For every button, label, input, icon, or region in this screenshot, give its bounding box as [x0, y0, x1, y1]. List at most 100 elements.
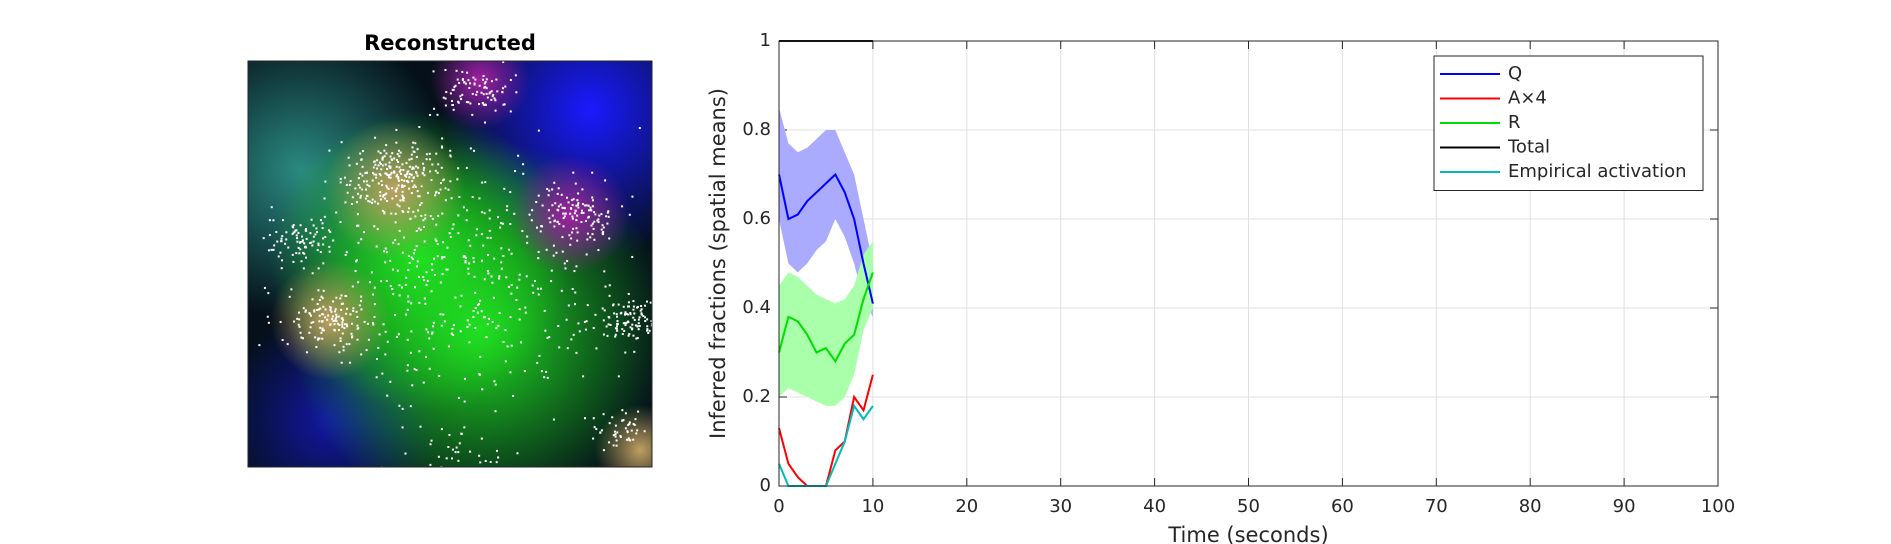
dot	[267, 321, 270, 324]
dot	[414, 186, 417, 189]
dot	[390, 212, 393, 215]
dot	[329, 323, 332, 326]
dot	[394, 221, 397, 224]
dot	[405, 173, 408, 176]
dot	[327, 229, 330, 232]
dot	[640, 313, 643, 316]
dot	[464, 261, 467, 264]
dot	[575, 219, 578, 222]
dot	[395, 175, 398, 178]
dot	[560, 193, 563, 196]
dot	[267, 249, 270, 252]
dot	[612, 434, 615, 437]
dot	[408, 165, 411, 168]
dot	[450, 332, 453, 335]
dot	[602, 231, 605, 234]
dot	[467, 239, 470, 242]
dot	[287, 246, 290, 249]
dot	[566, 260, 569, 263]
dot	[408, 187, 411, 190]
dot	[433, 273, 436, 276]
dot	[350, 332, 353, 335]
dot	[471, 113, 474, 116]
dot	[621, 333, 624, 336]
dot	[417, 195, 420, 198]
dot	[351, 285, 354, 288]
dot	[624, 322, 627, 325]
dot	[411, 258, 414, 261]
dot	[428, 367, 431, 370]
dot	[674, 310, 676, 312]
dot	[329, 306, 332, 309]
dot	[495, 78, 498, 81]
dot	[594, 313, 597, 316]
dot	[616, 431, 619, 434]
dot	[646, 329, 649, 332]
dot	[633, 312, 636, 315]
dot	[408, 207, 411, 210]
dot	[344, 253, 347, 256]
dot	[451, 457, 454, 460]
dot	[462, 255, 465, 258]
dot	[468, 341, 471, 344]
dot	[575, 204, 578, 207]
dot	[322, 289, 325, 292]
dot	[379, 198, 382, 201]
dot	[412, 186, 415, 189]
dot	[412, 176, 415, 179]
dot	[303, 242, 306, 245]
dot	[292, 226, 295, 229]
dot	[661, 323, 663, 325]
dot	[454, 296, 457, 299]
dot	[467, 79, 470, 82]
dot	[617, 303, 620, 306]
dot	[518, 273, 521, 276]
dot	[405, 276, 408, 279]
dot	[482, 78, 485, 81]
dot	[490, 275, 493, 278]
dot	[350, 322, 353, 325]
dot	[477, 303, 480, 306]
dot	[591, 205, 594, 208]
dot	[297, 246, 300, 249]
dot	[478, 84, 481, 87]
dot	[481, 181, 484, 184]
dot	[419, 228, 422, 231]
dot	[395, 128, 398, 131]
dot	[415, 369, 418, 372]
dot	[507, 285, 510, 288]
dot	[518, 278, 521, 281]
dot	[441, 257, 444, 260]
dot	[318, 314, 321, 317]
dot	[605, 198, 608, 201]
dot	[314, 336, 317, 339]
dot	[298, 318, 301, 321]
dot	[329, 309, 332, 312]
dot	[646, 318, 649, 321]
dot	[360, 238, 363, 241]
dot	[317, 289, 320, 292]
dot	[339, 177, 342, 180]
dot	[441, 256, 444, 259]
dot	[450, 197, 453, 200]
dot	[334, 308, 337, 311]
dot	[484, 103, 487, 106]
dot	[365, 180, 368, 183]
dot	[318, 320, 321, 323]
dot	[440, 145, 443, 148]
dot	[352, 307, 355, 310]
dot	[371, 198, 374, 201]
dot	[451, 88, 454, 91]
dot	[401, 286, 404, 289]
dot	[550, 269, 553, 272]
dot	[401, 251, 404, 254]
dot	[410, 330, 413, 333]
legend: Q A×4 R Total Empirical activation	[1433, 55, 1704, 191]
dot	[399, 199, 402, 202]
dot	[608, 237, 611, 240]
dot	[300, 260, 303, 263]
dot	[499, 226, 502, 229]
dot	[308, 331, 311, 334]
dot	[586, 238, 589, 241]
dot	[564, 212, 567, 215]
